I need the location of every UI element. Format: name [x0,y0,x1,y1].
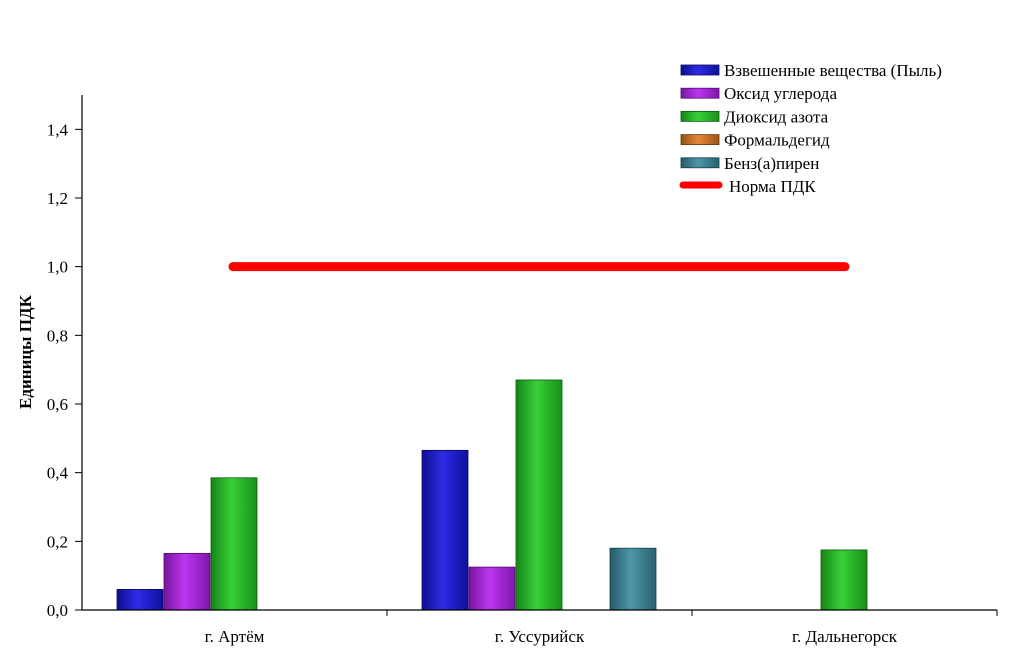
y-tick-label: 0,8 [47,326,68,345]
y-axis-title: Единицы ПДК [16,294,35,409]
legend-label: Норма ПДК [729,177,816,196]
x-axis-categories: г. Артём г. Уссурийск г. Дальнегорск [205,627,898,646]
y-tick-label: 1,2 [47,189,68,208]
x-category-label: г. Артём [205,627,265,646]
legend-label: Диоксид азота [724,107,829,126]
y-tick-label: 1,0 [47,258,68,277]
legend-label: Формальдегид [724,131,830,150]
legend-swatch [680,134,720,146]
legend: Взвешенные вещества (Пыль) Оксид углерода… [679,61,942,196]
legend-label: Взвешенные вещества (Пыль) [724,61,942,80]
legend-label: Оксид углерода [724,84,837,103]
bar [116,589,164,611]
bar [609,547,657,611]
y-tick-label: 0,6 [47,395,68,414]
bar [468,566,516,611]
y-tick-label: 0,0 [47,601,68,620]
bar [210,477,258,611]
legend-swatch [680,87,720,99]
bar [515,379,563,611]
y-tick-label: 1,4 [47,120,69,139]
y-tick-label: 0,2 [47,532,68,551]
x-category-label: г. Уссурийск [495,627,585,646]
bar [163,552,211,611]
legend-label: Бенз(а)пирен [724,154,819,173]
x-category-label: г. Дальнегорск [792,627,898,646]
legend-swatch [680,111,720,122]
axes [81,95,998,616]
legend-swatch [680,64,720,76]
y-axis-ticks: 0,0 0,2 0,4 0,6 0,8 1,0 1,2 1,4 [47,120,82,620]
bar [421,449,469,611]
y-tick-label: 0,4 [47,464,69,483]
bar [820,549,868,611]
legend-swatch [680,157,720,169]
bars [116,379,868,611]
